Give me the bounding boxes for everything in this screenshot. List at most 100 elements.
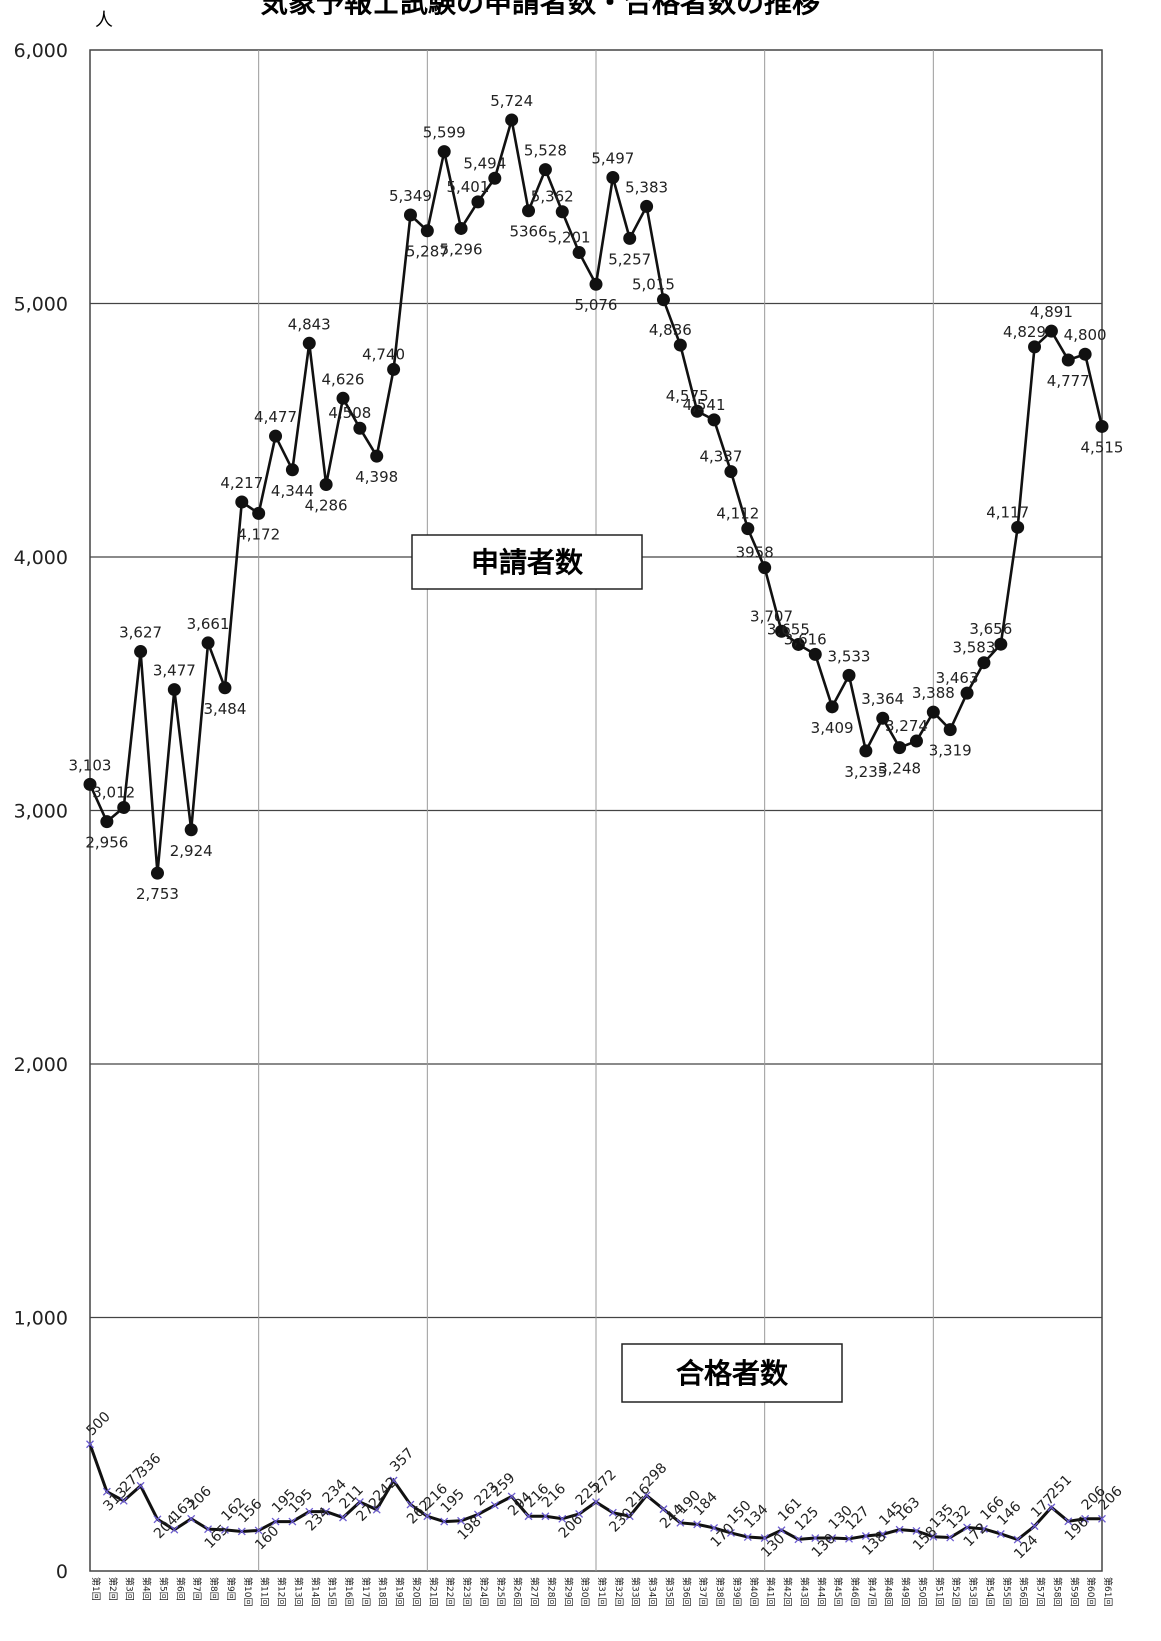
applicants-data-label: 4,117 [986, 503, 1029, 521]
applicants-data-label: 5,287 [406, 243, 449, 261]
applicants-point [842, 668, 856, 682]
applicants-data-label: 5,528 [524, 142, 567, 160]
applicants-data-label: 3,463 [936, 669, 979, 687]
legend-applicants: 申請者数 [411, 534, 643, 590]
passers-point [524, 1512, 533, 1521]
passers-point [743, 1533, 752, 1541]
applicants-point [808, 647, 822, 661]
x-tick-label: 第27回 [529, 1577, 541, 1606]
x-tick-label: 第7回 [191, 1577, 203, 1601]
x-tick-label: 第33回 [630, 1577, 642, 1606]
applicants-data-label: 5,494 [463, 154, 506, 172]
legend-passers-label: 合格者数 [676, 1357, 789, 1390]
legend-applicants-label: 申請者数 [471, 546, 584, 579]
y-tick-label: 4,000 [14, 547, 68, 569]
applicants-point [606, 171, 620, 185]
x-axis-ticks: 第1回 第2回 第3回 第4回 第5回 第6回 第7回 第8回 第9回 第10回 第11回 第12回第… [90, 1577, 1114, 1606]
applicants-point [387, 362, 401, 376]
passers-point [558, 1514, 567, 1523]
y-tick-label: 5,000 [14, 294, 68, 316]
x-tick-label: 第48回 [883, 1577, 895, 1606]
x-tick-label: 第20回 [410, 1577, 422, 1606]
x-tick-label: 第26回 [512, 1577, 524, 1606]
passers-point [642, 1491, 651, 1500]
passers-data-label: 500 [84, 1409, 114, 1439]
x-tick-label: 第37回 [697, 1577, 709, 1606]
applicants-data-label: 5,201 [548, 229, 591, 247]
applicants-data-label: 4,740 [362, 345, 405, 363]
passers-point [811, 1534, 820, 1543]
y-tick-label: 2,000 [14, 1054, 68, 1076]
passers-point [322, 1507, 331, 1516]
passers-point [254, 1526, 263, 1535]
y-tick-label: 0 [56, 1561, 68, 1583]
passers-point [136, 1481, 145, 1490]
x-tick-label: 第55回 [1001, 1577, 1013, 1606]
applicants-point [117, 800, 131, 814]
applicants-point [1078, 347, 1092, 361]
passers-point [473, 1510, 482, 1519]
applicants-data-label: 3,627 [119, 624, 162, 642]
applicants-point [505, 113, 519, 127]
applicants-point [319, 477, 333, 491]
x-tick-label: 第42回 [782, 1577, 794, 1606]
x-tick-label: 第41回 [765, 1577, 777, 1606]
legend-passers: 合格者数 [621, 1343, 843, 1403]
applicants-point [673, 338, 687, 352]
applicants-point [960, 686, 974, 700]
passers-point [659, 1505, 668, 1514]
applicants-data-label: 3,274 [885, 717, 928, 735]
passers-point [929, 1532, 938, 1541]
x-tick-label: 第14回 [309, 1577, 321, 1606]
applicants-point [488, 171, 502, 185]
passers-point [693, 1520, 702, 1529]
applicants-point [370, 449, 384, 463]
applicants-point [353, 421, 367, 435]
passers-point [592, 1498, 600, 1507]
applicants-point [690, 404, 704, 418]
applicants-data-label: 3,103 [69, 756, 112, 774]
applicants-point [336, 391, 350, 405]
passers-point [204, 1525, 213, 1534]
applicants-point [977, 656, 991, 670]
x-tick-label: 第2回 [107, 1577, 119, 1601]
applicants-data-label: 4,843 [288, 315, 331, 333]
applicants-data-label: 4,337 [699, 448, 742, 466]
applicants-data-label: 3,012 [92, 783, 135, 801]
applicants-data-label: 3,409 [811, 719, 854, 737]
x-tick-label: 第34回 [647, 1577, 659, 1606]
applicants-point [134, 645, 148, 659]
applicants-data-label: 3,319 [929, 742, 972, 760]
passers-point [608, 1508, 617, 1517]
passers-point [963, 1523, 972, 1532]
applicants-point [1028, 340, 1042, 354]
applicants-point [302, 336, 316, 350]
applicants-point [926, 705, 940, 719]
applicants-point [876, 711, 890, 725]
applicants-point [589, 277, 603, 291]
chart-title: 気象予報士試験の申請者数・合格者数の推移 [260, 0, 820, 19]
passers-point [878, 1530, 887, 1539]
applicants-point [775, 624, 789, 638]
applicants-data-label: 5,076 [575, 296, 618, 314]
applicants-data-label: 2,956 [85, 834, 128, 852]
x-tick-label: 第31回 [596, 1577, 608, 1606]
passers-point [457, 1516, 466, 1525]
applicants-data-label: 4,891 [1030, 303, 1073, 321]
passers-point [996, 1530, 1005, 1538]
applicants-point [724, 465, 738, 479]
x-tick-label: 第58回 [1051, 1577, 1063, 1606]
y-axis-ticks: 0 1,000 2,000 3,000 4,000 5,000 6,000 [14, 40, 68, 1583]
applicants-point [150, 866, 164, 880]
passers-point [339, 1513, 347, 1522]
applicants-data-label: 5,724 [490, 92, 533, 110]
applicants-point [640, 199, 654, 213]
applicants-data-label: 4,626 [322, 370, 365, 388]
x-tick-label: 第8回 [208, 1577, 220, 1601]
passers-point [710, 1523, 719, 1532]
applicants-point [100, 815, 114, 829]
applicants-data-label: 3,583 [952, 639, 995, 657]
passers-point [102, 1487, 111, 1496]
passers-point [1030, 1522, 1039, 1531]
